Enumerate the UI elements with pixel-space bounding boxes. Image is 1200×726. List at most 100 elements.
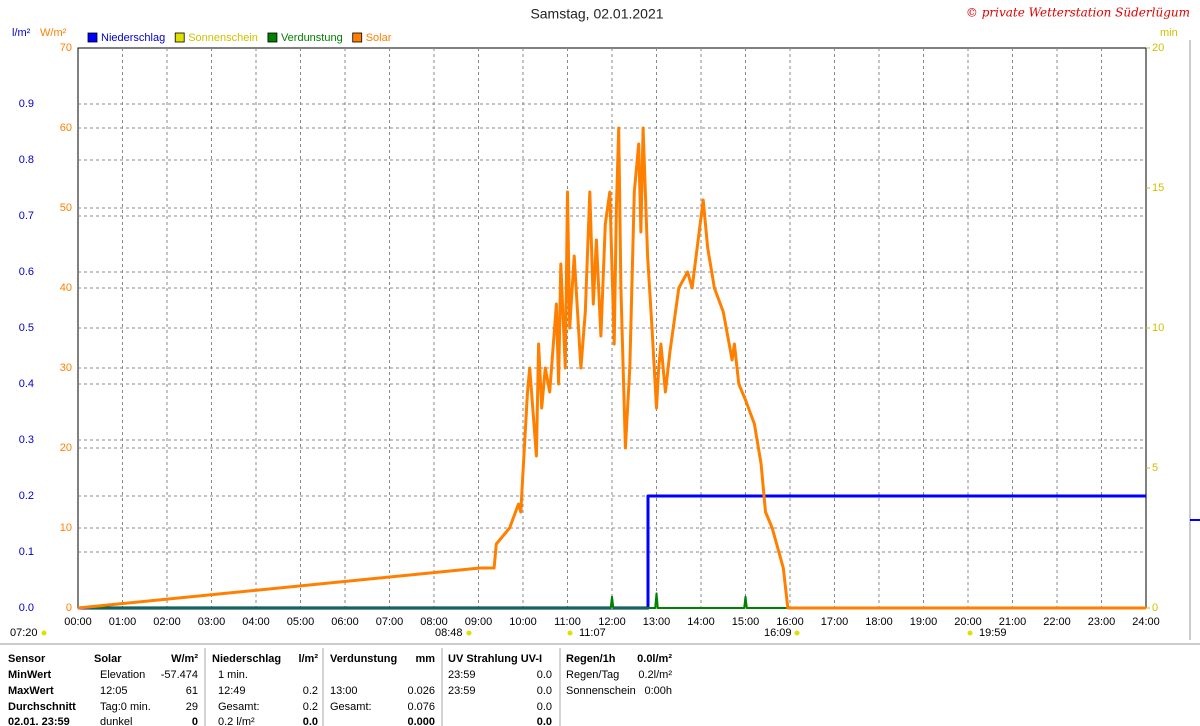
y-axis-unit: l/m² [12, 27, 31, 39]
table-cell: Sensor [8, 653, 46, 665]
table-cell: 0:00h [644, 685, 672, 697]
table-cell: l/m² [298, 653, 318, 665]
table-cell: 12:49 [218, 685, 246, 697]
table-cell: Elevation [100, 669, 145, 681]
y-tick-label: 0.4 [19, 378, 34, 390]
y3-axis-unit: min [1160, 27, 1178, 39]
y2-tick-label: 60 [60, 122, 72, 134]
table-cell: Durchschnitt [8, 701, 76, 713]
sun-marker [967, 630, 973, 636]
legend-swatch [87, 32, 98, 43]
legend-label: Solar [366, 32, 392, 44]
y3-tick-label: 20 [1152, 42, 1164, 54]
x-tick-label: 17:00 [821, 616, 849, 628]
table-cell: 0.026 [407, 685, 435, 697]
table-cell: 0.0 [537, 716, 552, 726]
copyright: © private Wetterstation Süderlügum [966, 6, 1190, 20]
table-cell: UV Strahlung UV-I [448, 653, 542, 665]
table-cell: 0.0 [537, 669, 552, 681]
sun-marker-label: 16:09 [764, 627, 792, 639]
table-cell: 0.2 l/m² [218, 716, 255, 726]
chart-title: Samstag, 02.01.2021 [530, 6, 663, 22]
y2-tick-label: 40 [60, 282, 72, 294]
table-cell: 13:00 [330, 685, 358, 697]
table-cell: dunkel [100, 716, 132, 726]
table-cell: Regen/1h [566, 653, 616, 665]
y-tick-label: 0.7 [19, 210, 34, 222]
x-tick-label: 05:00 [287, 616, 315, 628]
y3-tick-label: 10 [1152, 322, 1164, 334]
table-cell: 0.2 [303, 701, 318, 713]
x-tick-label: 22:00 [1043, 616, 1071, 628]
x-tick-label: 12:00 [598, 616, 626, 628]
series-line [77, 126, 1146, 610]
y2-tick-label: 0 [66, 602, 72, 614]
table-cell: 0.0 [303, 716, 318, 726]
table-cell: Verdunstung [330, 653, 397, 665]
table-cell: 0.0 [537, 701, 552, 713]
table-cell: mm [415, 653, 435, 665]
y2-tick-label: 70 [60, 42, 72, 54]
table-cell: 61 [186, 685, 198, 697]
table-cell: 23:59 [448, 685, 476, 697]
x-tick-label: 16:00 [776, 616, 804, 628]
y3-tick-label: 15 [1152, 182, 1164, 194]
table-cell: 02.01. 23:59 [8, 716, 70, 726]
legend-swatch [174, 32, 185, 43]
y3-tick-label: 5 [1152, 462, 1158, 474]
x-tick-label: 07:00 [376, 616, 404, 628]
x-tick-label: 02:00 [153, 616, 181, 628]
y-tick-label: 0.2 [19, 490, 34, 502]
y2-tick-label: 10 [60, 522, 72, 534]
table-cell: 1 min. [218, 669, 248, 681]
y2-axis-unit: W/m² [40, 27, 67, 39]
x-tick-label: 03:00 [198, 616, 226, 628]
y-tick-label: 0.6 [19, 266, 34, 278]
table-cell: 0.076 [407, 701, 435, 713]
table-cell: Gesamt: [218, 701, 260, 713]
sun-marker-label: 11:07 [579, 627, 606, 639]
x-tick-label: 19:00 [910, 616, 938, 628]
legend-label: Verdunstung [281, 32, 343, 44]
table-cell: -57.474 [161, 669, 198, 681]
x-tick-label: 24:00 [1132, 616, 1160, 628]
table-cell: 0.2 [303, 685, 318, 697]
x-tick-label: 21:00 [999, 616, 1027, 628]
legend-label: Sonnenschein [188, 32, 258, 44]
table-cell: MinWert [8, 669, 52, 681]
y-tick-label: 0.1 [19, 546, 34, 558]
y2-tick-label: 50 [60, 202, 72, 214]
x-tick-label: 15:00 [732, 616, 760, 628]
table-cell: 23:59 [448, 669, 476, 681]
table-cell: 12:05 [100, 685, 128, 697]
x-tick-label: 20:00 [954, 616, 982, 628]
y-tick-label: 0.8 [19, 154, 34, 166]
series-line [78, 592, 1146, 609]
y-tick-label: 0.5 [19, 322, 34, 334]
x-tick-label: 01:00 [109, 616, 137, 628]
x-tick-label: 04:00 [242, 616, 270, 628]
table-cell: Niederschlag [212, 653, 281, 665]
y-tick-label: 0.3 [19, 434, 34, 446]
sun-marker-label: 19:59 [979, 627, 1007, 639]
y-tick-label: 0.9 [19, 98, 34, 110]
sun-marker [567, 630, 573, 636]
table-cell: 29 [186, 701, 198, 713]
table-cell: 0.2l/m² [638, 669, 672, 681]
legend-label: Niederschlag [101, 32, 165, 44]
table-cell: Gesamt: [330, 701, 372, 713]
sun-marker [794, 630, 800, 636]
x-tick-label: 00:00 [64, 616, 92, 628]
table-cell: W/m² [171, 653, 198, 665]
table-cell: Regen/Tag [566, 669, 619, 681]
table-cell: Sonnenschein [566, 685, 636, 697]
table-cell: 0.000 [407, 716, 435, 726]
y3-tick-label: 0 [1152, 602, 1158, 614]
legend-swatch [352, 32, 363, 43]
x-tick-label: 06:00 [331, 616, 359, 628]
x-tick-label: 18:00 [865, 616, 893, 628]
x-tick-label: 08:00 [420, 616, 448, 628]
y2-tick-label: 30 [60, 362, 72, 374]
